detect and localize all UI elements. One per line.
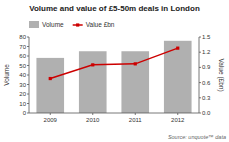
y-tick-label: 80 (19, 34, 26, 40)
x-tick-label: 2009 (44, 117, 58, 123)
y2-tick (199, 52, 201, 53)
legend-swatch (73, 24, 83, 26)
y-tick (27, 46, 29, 47)
x-tick (177, 113, 178, 115)
x-tick (135, 113, 136, 115)
x-tick-label: 2011 (129, 117, 143, 123)
y-tick-label: 30 (19, 82, 26, 88)
legend: Volume Value £bn (29, 21, 115, 28)
bar (36, 58, 64, 113)
legend-marker (76, 23, 79, 26)
y2-tick (199, 37, 201, 38)
legend-label: Volume (42, 21, 64, 28)
x-tick (92, 113, 93, 115)
y-tick-label: 70 (19, 44, 26, 50)
legend-swatch (29, 21, 39, 28)
y2-tick-label: 0.0 (202, 110, 211, 116)
y2-tick-label: 1.2 (202, 49, 211, 55)
y2-tick-label: 1.5 (202, 34, 211, 40)
annotation: Source: unquote™ data (168, 134, 226, 140)
y2-tick (199, 97, 201, 98)
y2-tick (199, 82, 201, 83)
y-tick (27, 75, 29, 76)
chart: Volume and value of £5-50m deals in Lond… (0, 0, 229, 142)
marker (176, 47, 179, 50)
y-tick (27, 103, 29, 104)
marker (49, 77, 52, 80)
y-tick (27, 84, 29, 85)
y-tick-label: 20 (19, 91, 26, 97)
y-tick-label: 0 (23, 110, 27, 116)
x-tick-label: 2010 (86, 117, 100, 123)
line (50, 48, 178, 78)
y2-axis-line (199, 37, 200, 113)
y-tick (27, 94, 29, 95)
y2-tick (199, 113, 201, 114)
y2-tick (199, 67, 201, 68)
y-tick-label: 10 (19, 101, 26, 107)
marks (36, 41, 191, 113)
y2-axis-label: Value (£bn) (217, 58, 225, 91)
y-tick (27, 113, 29, 114)
y-tick-label: 40 (19, 72, 26, 78)
y-tick-label: 50 (19, 63, 26, 69)
bar (79, 51, 107, 113)
y-tick (27, 37, 29, 38)
marker (91, 63, 94, 66)
y-tick (27, 65, 29, 66)
y-tick-label: 60 (19, 53, 26, 59)
title: Volume and value of £5-50m deals in Lond… (29, 4, 200, 13)
y2-tick-label: 0.3 (202, 95, 211, 101)
legend-label: Value £bn (86, 21, 115, 28)
y-tick (27, 56, 29, 57)
x-tick (50, 113, 51, 115)
marker (134, 62, 137, 65)
y2-tick-label: 0.6 (202, 80, 211, 86)
x-axis-line (29, 113, 199, 114)
y2-tick-label: 0.9 (202, 64, 211, 70)
x-tick-label: 2012 (171, 117, 185, 123)
y-axis-label: Volume (3, 64, 10, 86)
